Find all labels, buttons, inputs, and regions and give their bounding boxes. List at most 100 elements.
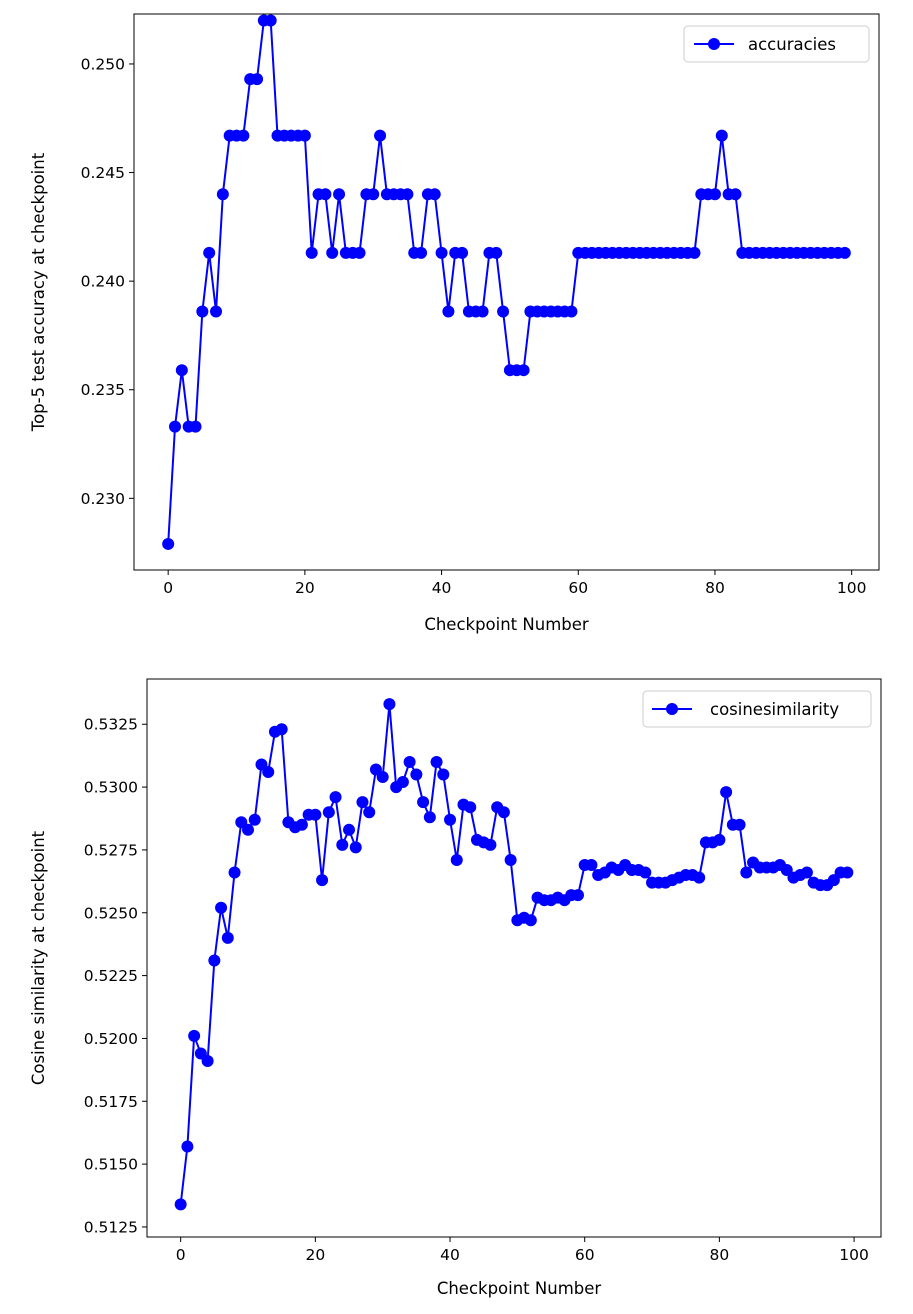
accuracy-data-point bbox=[838, 246, 851, 259]
cosine-y-tick-label: 0.5325 bbox=[84, 716, 138, 734]
cosine-data-point bbox=[639, 866, 652, 879]
cosine-y-tick-label: 0.5250 bbox=[84, 904, 138, 922]
cosine-y-tick-label: 0.5275 bbox=[84, 841, 138, 859]
cosine-data-point bbox=[444, 813, 457, 826]
accuracy-y-tick-label: 0.245 bbox=[81, 164, 125, 182]
accuracy-x-tick-label: 40 bbox=[432, 579, 452, 597]
accuracy-x-tick-label: 0 bbox=[163, 579, 173, 597]
accuracy-data-point bbox=[169, 420, 182, 433]
cosine-data-point bbox=[316, 874, 329, 887]
cosine-y-tick-label: 0.5225 bbox=[84, 967, 138, 985]
cosine-data-point bbox=[713, 833, 726, 846]
accuracy-data-point bbox=[497, 305, 510, 318]
cosine-data-point bbox=[242, 823, 255, 836]
cosine-y-tick-label: 0.5150 bbox=[84, 1156, 138, 1174]
cosine-data-point bbox=[585, 859, 598, 871]
accuracy-x-axis-label: Checkpoint Number bbox=[424, 615, 589, 634]
cosine-data-point bbox=[841, 866, 854, 879]
accuracy-data-point bbox=[298, 129, 311, 142]
accuracy-x-tick-label: 20 bbox=[295, 579, 315, 597]
cosine-data-point bbox=[336, 838, 349, 851]
cosine-data-point bbox=[437, 768, 450, 781]
accuracy-data-point bbox=[708, 188, 721, 201]
cosine-y-tick-label: 0.5200 bbox=[84, 1030, 138, 1048]
accuracy-y-tick-label: 0.235 bbox=[81, 381, 125, 399]
cosine-data-point bbox=[295, 818, 308, 831]
accuracy-data-point bbox=[162, 537, 175, 550]
cosine-x-tick-label: 20 bbox=[305, 1246, 325, 1264]
cosine-legend-label: cosinesimilarity bbox=[710, 700, 839, 719]
accuracy-data-point bbox=[367, 188, 380, 201]
cosine-data-point bbox=[248, 813, 261, 826]
cosine-data-point bbox=[343, 823, 356, 836]
cosine-data-point bbox=[720, 786, 733, 799]
cosine-data-point bbox=[464, 801, 477, 814]
accuracy-legend-box bbox=[683, 25, 870, 63]
cosine-data-point bbox=[396, 776, 409, 789]
accuracy-axes-frame bbox=[133, 13, 880, 571]
cosine-data-point bbox=[181, 1140, 194, 1153]
cosine-y-tick-label: 0.5175 bbox=[84, 1093, 138, 1111]
cosine-data-point bbox=[322, 806, 335, 819]
accuracy-y-tick-label: 0.230 bbox=[81, 490, 125, 508]
accuracy-data-point bbox=[374, 129, 387, 142]
accuracy-x-tick-label: 100 bbox=[837, 579, 867, 597]
cosine-data-point bbox=[450, 853, 463, 866]
cosine-data-point bbox=[571, 889, 584, 902]
accuracy-legend-marker-icon bbox=[708, 38, 720, 50]
cosine-plot-area bbox=[174, 698, 854, 1211]
accuracy-x-axis: 0 20 40 60 80 100 bbox=[163, 570, 866, 597]
accuracy-x-tick-label: 60 bbox=[568, 579, 588, 597]
accuracy-x-tick-label: 80 bbox=[705, 579, 725, 597]
accuracy-data-point bbox=[565, 305, 578, 318]
accuracy-data-point bbox=[189, 420, 202, 433]
cosine-x-axis: 0 20 40 60 80 100 bbox=[176, 1237, 869, 1264]
cosine-data-point bbox=[430, 755, 443, 768]
cosine-data-point bbox=[800, 866, 813, 879]
accuracy-y-axis: 0.230 0.235 0.240 0.245 0.250 bbox=[81, 55, 134, 508]
cosine-data-point bbox=[174, 1198, 187, 1211]
accuracy-data-point bbox=[326, 246, 339, 259]
cosine-data-point bbox=[309, 808, 322, 821]
accuracy-data-point bbox=[428, 188, 441, 201]
accuracy-data-point bbox=[216, 188, 229, 201]
cosine-data-point bbox=[262, 766, 275, 778]
cosine-data-point bbox=[403, 755, 416, 768]
accuracy-data-point bbox=[319, 188, 332, 201]
cosine-x-tick-label: 60 bbox=[575, 1246, 595, 1264]
accuracy-data-point bbox=[196, 305, 209, 318]
accuracy-y-axis-label: Top-5 test accuracy at checkpoint bbox=[29, 152, 48, 432]
accuracy-data-point bbox=[305, 246, 318, 259]
accuracy-data-point bbox=[401, 188, 414, 201]
accuracy-data-point bbox=[688, 246, 701, 259]
cosine-chart: 0 20 40 60 80 100 0.51250.51500.51750.52000.5… bbox=[29, 678, 882, 1298]
accuracy-data-point bbox=[729, 188, 742, 201]
cosine-data-point bbox=[329, 791, 342, 804]
accuracy-data-point bbox=[210, 305, 223, 318]
cosine-x-tick-label: 0 bbox=[176, 1246, 186, 1264]
accuracy-data-point bbox=[333, 188, 346, 201]
cosine-data-point bbox=[504, 853, 517, 866]
accuracy-data-point bbox=[442, 305, 455, 318]
cosine-legend-box bbox=[642, 690, 872, 728]
accuracy-data-point bbox=[353, 246, 366, 259]
accuracy-chart: 0 20 40 60 80 100 0.230 0.235 0.240 0.245 0.250 C… bbox=[29, 13, 880, 634]
accuracy-legend: accuracies bbox=[683, 25, 870, 63]
cosine-legend: cosinesimilarity bbox=[642, 690, 872, 728]
cosine-axes-frame bbox=[146, 678, 882, 1238]
accuracy-data-point bbox=[517, 364, 530, 377]
cosine-data-point bbox=[484, 838, 497, 851]
accuracy-data-point bbox=[264, 14, 277, 27]
accuracy-data-point bbox=[251, 73, 264, 86]
cosine-data-point bbox=[410, 768, 423, 781]
cosine-data-point bbox=[417, 796, 430, 809]
accuracy-data-point bbox=[175, 364, 188, 377]
accuracy-plot-area bbox=[162, 14, 851, 550]
accuracy-data-point bbox=[203, 246, 216, 259]
cosine-x-tick-label: 80 bbox=[710, 1246, 730, 1264]
cosine-legend-marker-icon bbox=[666, 703, 678, 715]
cosine-data-point bbox=[275, 723, 288, 736]
cosine-data-point bbox=[201, 1055, 214, 1068]
